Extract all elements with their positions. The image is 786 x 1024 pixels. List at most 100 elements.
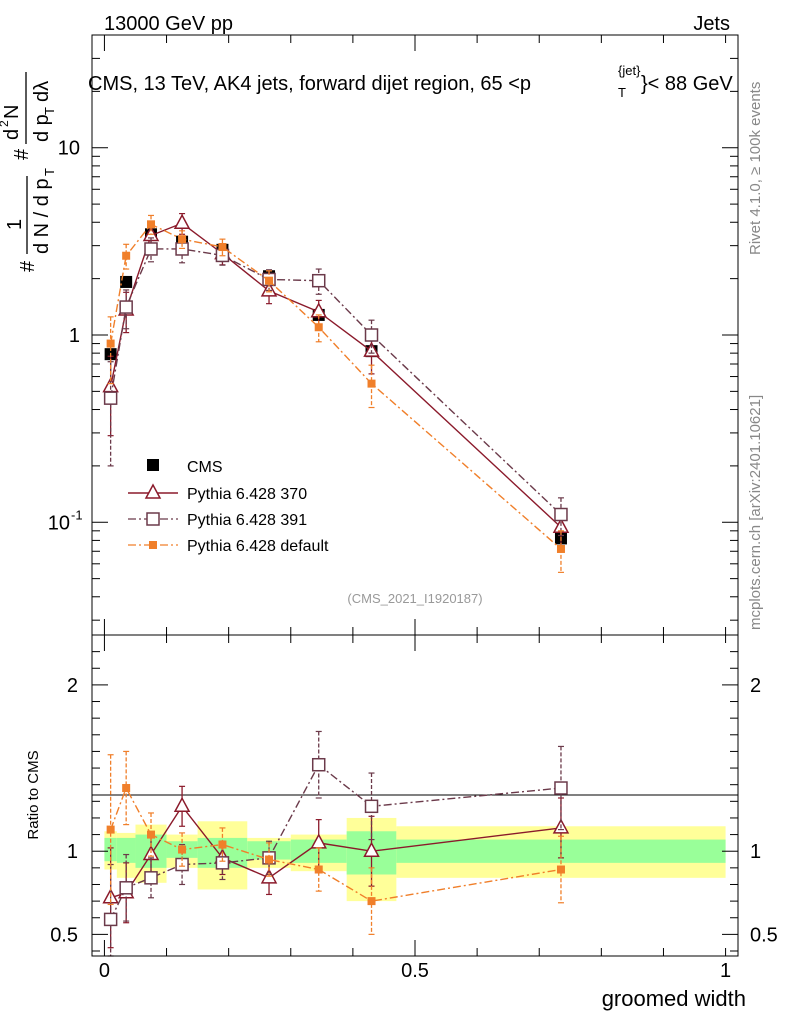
ratio-series-2-point-0-marker [106, 825, 115, 834]
legend: CMS Pythia 6.428 370 Pythia 6.428 391 Py… [128, 459, 329, 555]
ratio-yticklabel-right-2: 0.5 [750, 924, 778, 946]
ratio-series-2-point-2-marker [147, 830, 156, 839]
main-series-1-point-3-marker [173, 213, 191, 230]
ratio-yticklabel-left-1: 1 [67, 841, 78, 863]
xaxis-label: groomed width [602, 986, 746, 1011]
legend-label-370: Pythia 6.428 370 [187, 486, 307, 503]
ratio-yticklabel-right-1: 1 [750, 841, 761, 863]
main-yticklabel-sup-2: -1 [71, 507, 83, 522]
legend-label-391: Pythia 6.428 391 [187, 512, 307, 529]
ratio-series-2-point-7-marker [367, 897, 376, 906]
ratio-series-2-point-8-marker [556, 865, 565, 874]
ylabel-dlambda: dλ [31, 81, 53, 102]
main-series-2-point-8-marker [554, 507, 568, 522]
ratio-series-2 [106, 750, 565, 935]
ratio-yticklabel-right-0: 2 [750, 675, 761, 697]
main-series-3-point-2-marker [147, 220, 156, 229]
ratio-series-1-point-0-marker [103, 912, 118, 927]
main-yticklabel-2: 10 [48, 512, 70, 534]
ratio-series-1-point-1-marker [119, 881, 133, 895]
ratio-series-0-point-7-marker [363, 841, 380, 857]
legend-marker-cms [147, 459, 159, 471]
ylabel-hash1: # [17, 260, 39, 272]
main-title: CMS, 13 TeV, AK4 jets, forward dijet reg… [88, 63, 733, 100]
main-series-2-point-6-marker [311, 273, 326, 288]
ratio-series-0-point-3-marker [173, 796, 191, 813]
ylabel-num-d: d [1, 129, 23, 140]
main-series-3-point-5-marker [265, 276, 274, 285]
ratio-xticklabel-2: 1 [720, 960, 731, 982]
ratio-series-1-point-4-marker [215, 856, 230, 870]
ratio-series-1-line [110, 763, 562, 920]
jets-label: Jets [693, 13, 730, 35]
main-series-3-point-0-marker [106, 339, 115, 348]
legend-item-370: Pythia 6.428 370 [128, 483, 307, 503]
ylabel-sub-t2: T [42, 107, 57, 115]
main-yticklabel-1: 1 [69, 325, 80, 347]
ratio-series-1 [103, 730, 568, 957]
main-series-2-point-1-marker [119, 300, 133, 314]
ratio-series-2-point-5-marker [265, 855, 274, 864]
main-series-3-line [109, 223, 562, 550]
main-series-0-point-1-marker [120, 275, 133, 288]
legend-label-cms: CMS [187, 459, 223, 476]
rivet-version-label: Rivet 4.1.0, ≥ 100k events [747, 82, 764, 255]
legend-item-default: Pythia 6.428 default [128, 538, 329, 555]
ratio-panel: 2 1 0.5 2 1 0.5 0 0.5 1 Ratio to CMS groomed wi… [25, 634, 778, 1011]
title-suffix: }< 88 GeV [641, 73, 733, 95]
legend-marker-default [149, 541, 157, 549]
main-series-0 [104, 228, 567, 545]
main-series-1-point-7-marker [363, 341, 380, 357]
ylabel-sub-t1: T [42, 168, 57, 176]
energy-label: 13000 GeV pp [104, 13, 233, 35]
main-series-3-point-8-marker [556, 544, 565, 553]
ratio-series-1-point-2-marker [144, 871, 158, 885]
ratio-yticklabel-left-2: 0.5 [50, 924, 78, 946]
title-t-sub: T [618, 85, 626, 100]
ylabel-num-n: N [1, 105, 23, 119]
ratio-series-2-point-4-marker [218, 840, 227, 849]
legend-item-391: Pythia 6.428 391 [128, 512, 307, 529]
ylabel-hash2: # [11, 148, 33, 160]
main-series-2 [103, 236, 568, 537]
ylabel-den2: d p [31, 114, 53, 142]
main-series-3-point-7-marker [367, 379, 376, 388]
legend-marker-391 [146, 512, 160, 526]
ratio-series-2-point-6-marker [314, 865, 323, 874]
ratio-yticklabel-left-0: 2 [67, 675, 78, 697]
main-series-1 [102, 212, 570, 548]
ylabel-num-sup: 2 [0, 120, 11, 127]
legend-marker-370 [144, 483, 162, 499]
ratio-series-1-point-7-marker [364, 799, 379, 814]
legend-label-default: Pythia 6.428 default [187, 538, 329, 555]
ratio-ylabel: Ratio to CMS [25, 750, 42, 839]
ratio-series-2-point-1-marker [122, 784, 131, 793]
main-series-3-point-6-marker [314, 323, 323, 332]
ylabel-denominator: d N / d p [31, 178, 53, 254]
ratio-series-1-point-8-marker [554, 781, 568, 795]
title-prefix: CMS, 13 TeV, AK4 jets, forward dijet reg… [88, 73, 531, 95]
main-series-2-point-2-marker [144, 242, 158, 256]
title-jet-sup: {jet} [618, 63, 641, 78]
main-series-1-line [109, 222, 562, 528]
main-series-3-point-1-marker [122, 251, 131, 260]
ylabel-one: 1 [4, 219, 26, 230]
analysis-watermark: (CMS_2021_I1920187) [347, 591, 482, 606]
ratio-xticklabel-0: 0 [99, 960, 110, 982]
ratio-band-stat-1 [116, 837, 136, 863]
main-series-2-point-7-marker [364, 328, 379, 342]
ratio-series-1-point-6-marker [311, 757, 326, 772]
main-series-2-line [109, 248, 562, 516]
ratio-series-2-point-3-marker [178, 845, 187, 854]
main-series-3-point-3-marker [178, 235, 187, 244]
main-series-2-point-0-marker [103, 391, 118, 405]
legend-item-cms: CMS [147, 459, 223, 476]
main-ylabel: # 1 d N / d p T # d 2 N d p T dλ [0, 72, 57, 272]
main-yticklabel-0: 10 [58, 138, 80, 160]
ratio-xticklabel-1: 0.5 [401, 960, 429, 982]
mcplots-label: mcplots.cern.ch [arXiv:2401.10621] [747, 395, 764, 630]
main-series-3 [106, 214, 565, 573]
main-series-3-point-4-marker [218, 243, 227, 252]
